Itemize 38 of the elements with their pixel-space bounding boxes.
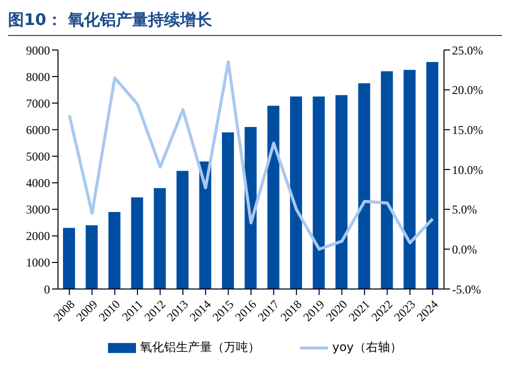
bar <box>404 70 416 289</box>
bar <box>199 162 212 289</box>
y-tick-label: 5000 <box>26 149 50 164</box>
legend-label: yoy（右轴） <box>332 339 402 356</box>
bar <box>222 132 234 289</box>
line-series <box>68 60 434 251</box>
bar <box>244 127 257 289</box>
bar <box>380 71 393 289</box>
y2-tick-label: 10.0% <box>452 162 483 177</box>
chart-title: 图10： 氧化铝产量持续增长 <box>8 8 502 36</box>
y-tick-label: 0 <box>44 282 50 296</box>
bar <box>290 96 302 289</box>
y-tick-label: 3000 <box>26 202 50 217</box>
bar <box>267 106 280 289</box>
bar <box>335 95 348 289</box>
y-tick-label: 9000 <box>26 43 50 58</box>
bar <box>86 225 98 289</box>
legend-label: 氧化铝生产量（万吨） <box>140 339 260 356</box>
y-tick-label: 2000 <box>26 229 50 244</box>
y2-tick-label: 20.0% <box>452 83 483 98</box>
bar <box>426 62 438 289</box>
y-tick-label: 7000 <box>26 96 50 110</box>
y-tick-label: 6000 <box>26 122 50 137</box>
y-tick-label: 8000 <box>26 70 50 84</box>
y-tick-label: 1000 <box>26 256 50 270</box>
bar <box>176 170 189 289</box>
y2-tick-label: 5.0% <box>452 202 477 217</box>
bar <box>154 188 166 289</box>
y2-tick-label: 25.0% <box>452 43 483 58</box>
y2-tick-label: 15.0% <box>452 122 483 137</box>
y2-tick-label: 0.0% <box>452 242 477 256</box>
bar <box>358 83 370 289</box>
bar <box>63 228 75 289</box>
bar <box>312 96 325 289</box>
y2-tick-label: -5.0% <box>452 282 481 296</box>
y-tick-label: 4000 <box>26 176 50 190</box>
bar <box>131 197 144 289</box>
bar <box>108 212 120 289</box>
